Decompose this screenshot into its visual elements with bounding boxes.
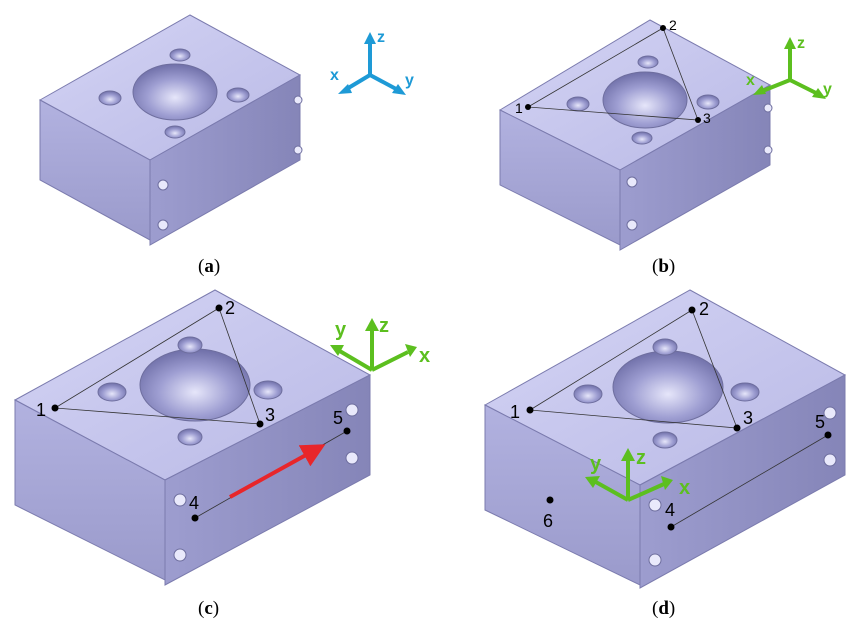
- point-label-c5: 5: [333, 408, 343, 428]
- caption-a: (a): [198, 256, 221, 277]
- axis-label-z: z: [377, 29, 385, 46]
- point-marker-c1: [51, 404, 59, 412]
- axis-label-x: x: [746, 72, 755, 89]
- point-label-b2: 2: [669, 17, 677, 33]
- caption-b: (b): [652, 256, 676, 277]
- measure-triangle-d: [528, 309, 829, 528]
- axis-label-y: y: [590, 453, 602, 475]
- caption-d: (d): [652, 598, 676, 619]
- point-marker-d3: [733, 424, 741, 432]
- measure-triangle-b: [526, 27, 699, 121]
- axis-label-y: y: [335, 319, 347, 341]
- caption-c-letter: c: [204, 598, 213, 619]
- point-label-c4: 4: [189, 493, 199, 513]
- point-marker-b1: [525, 104, 531, 110]
- axis-triad-a: [343, 40, 399, 92]
- point-marker-d6: [546, 496, 554, 504]
- panel-d: 1 2 3 4 5 6 z y x: [483, 289, 847, 589]
- point-label-b1: 1: [515, 100, 523, 116]
- point-marker-d4: [667, 523, 675, 531]
- point-label-d2: 2: [699, 299, 709, 319]
- point-marker-b3: [695, 117, 701, 123]
- point-label-d3: 3: [743, 408, 753, 428]
- axis-label-x: x: [419, 345, 430, 367]
- axis-triad-d: [593, 458, 665, 502]
- axis-label-y: y: [823, 81, 832, 98]
- block-b: [498, 19, 773, 251]
- axis-triad-b: [759, 45, 819, 96]
- point-label-d6: 6: [543, 511, 553, 531]
- axis-label-z: z: [797, 35, 805, 52]
- point-label-c2: 2: [225, 298, 235, 318]
- point-marker-c4: [191, 514, 199, 522]
- block-c: [13, 289, 372, 586]
- panel-a: z x y: [38, 14, 414, 246]
- direction-arrow: [229, 444, 326, 499]
- caption-a-letter: a: [204, 256, 214, 277]
- caption-c: (c): [198, 598, 220, 619]
- point-marker-d1: [526, 406, 534, 414]
- axis-triad-c: [336, 328, 409, 372]
- point-marker-c3: [256, 420, 264, 428]
- point-label-b3: 3: [703, 110, 711, 126]
- axis-label-z: z: [379, 315, 389, 337]
- point-label-d4: 4: [665, 500, 675, 520]
- point-marker-b2: [660, 25, 666, 31]
- caption-b-letter: b: [658, 256, 669, 277]
- panel-c: 1 2 3 4 5 z y x: [13, 289, 430, 586]
- point-marker-c2: [215, 304, 223, 312]
- block-a: [38, 14, 303, 246]
- axis-label-z: z: [636, 447, 646, 469]
- point-marker-c5: [343, 427, 351, 435]
- caption-d-letter: d: [658, 598, 669, 619]
- axis-label-y: y: [405, 72, 414, 89]
- axis-label-x: x: [330, 67, 339, 84]
- point-label-c1: 1: [36, 400, 46, 420]
- point-label-d5: 5: [815, 412, 825, 432]
- panel-b: 1 2 3 z x y: [498, 17, 832, 251]
- axis-label-x: x: [679, 477, 690, 499]
- point-marker-d2: [688, 306, 696, 314]
- point-label-d1: 1: [510, 402, 520, 422]
- point-marker-d5: [824, 431, 832, 439]
- point-label-c3: 3: [265, 405, 275, 425]
- block-d: [483, 289, 847, 589]
